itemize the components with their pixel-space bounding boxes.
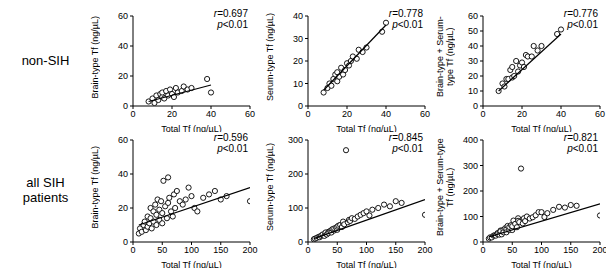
svg-text:60: 60 xyxy=(245,109,255,119)
html-text:Serum-type Tf (ng/µL): Serum-type Tf (ng/µL) xyxy=(265,143,275,231)
html-text:r =0.845: r =0.845 xyxy=(388,132,423,143)
html-text:non-SIH: non-SIH xyxy=(21,52,70,68)
svg-text:30: 30 xyxy=(468,56,478,66)
html-text:Serum-type Tf (ng/µL): Serum-type Tf (ng/µL) xyxy=(265,13,275,101)
html-text:all SIH patients: all SIH patients xyxy=(22,175,69,205)
svg-text:0: 0 xyxy=(480,109,485,119)
svg-text:100: 100 xyxy=(534,245,549,255)
svg-text:60: 60 xyxy=(118,11,128,21)
svg-text:0: 0 xyxy=(473,101,478,111)
svg-text:0: 0 xyxy=(305,245,310,255)
svg-text:100: 100 xyxy=(184,245,199,255)
svg-text:60: 60 xyxy=(468,11,478,21)
svg-text:0: 0 xyxy=(480,245,485,255)
html-text:p <0.01: p <0.01 xyxy=(567,19,598,30)
html-text:p <0.01: p <0.01 xyxy=(392,143,423,154)
svg-text:200: 200 xyxy=(288,169,303,179)
svg-text:150: 150 xyxy=(563,245,578,255)
html-text:r =0.821: r =0.821 xyxy=(563,132,598,143)
svg-text:50: 50 xyxy=(332,245,342,255)
svg-text:200: 200 xyxy=(417,245,432,255)
html-text:r =0.697: r =0.697 xyxy=(213,8,248,19)
svg-text:150: 150 xyxy=(213,245,228,255)
svg-text:0: 0 xyxy=(130,109,135,119)
svg-text:100: 100 xyxy=(288,203,303,213)
svg-text:0: 0 xyxy=(305,109,310,119)
svg-text:10: 10 xyxy=(468,86,478,96)
svg-text:60: 60 xyxy=(595,109,605,119)
svg-text:60: 60 xyxy=(420,109,430,119)
html-text:Brain-type Tf (ng/µL): Brain-type Tf (ng/µL) xyxy=(90,145,100,229)
svg-text:Total Tf (ng/µL): Total Tf (ng/µL) xyxy=(161,260,222,268)
svg-text:30: 30 xyxy=(293,34,303,44)
svg-text:40: 40 xyxy=(468,41,478,51)
svg-text:Total Tf (ng/µL): Total Tf (ng/µL) xyxy=(511,260,572,268)
svg-text:40: 40 xyxy=(381,109,391,119)
svg-text:50: 50 xyxy=(157,245,167,255)
svg-text:20: 20 xyxy=(517,109,527,119)
html-text:p <0.01: p <0.01 xyxy=(392,19,423,30)
svg-text:100: 100 xyxy=(463,212,478,222)
svg-text:20: 20 xyxy=(118,203,128,213)
svg-text:Total Tf (ng/µL): Total Tf (ng/µL) xyxy=(511,124,572,132)
html-text:p <0.01: p <0.01 xyxy=(217,19,248,30)
svg-text:150: 150 xyxy=(388,245,403,255)
svg-text:40: 40 xyxy=(118,169,128,179)
svg-text:50: 50 xyxy=(468,26,478,36)
svg-text:200: 200 xyxy=(242,245,257,255)
svg-text:20: 20 xyxy=(167,109,177,119)
svg-text:300: 300 xyxy=(463,161,478,171)
svg-text:10: 10 xyxy=(293,79,303,89)
html-text:r =0.778: r =0.778 xyxy=(388,8,423,19)
html-text:Brain-type + Serum-type Tf (ng: Brain-type + Serum-type Tf (ng/µL) xyxy=(435,138,455,236)
svg-text:40: 40 xyxy=(206,109,216,119)
svg-text:50: 50 xyxy=(507,245,517,255)
html-text:Brain-type Tf (ng/µL): Brain-type Tf (ng/µL) xyxy=(90,15,100,99)
svg-text:40: 40 xyxy=(556,109,566,119)
svg-text:200: 200 xyxy=(592,245,606,255)
html-text:r =0.596: r =0.596 xyxy=(213,132,248,143)
svg-text:Total Tf (ng/µL): Total Tf (ng/µL) xyxy=(161,124,222,132)
html-text:Brain-type + Serum-type Tf (ng: Brain-type + Serum-type Tf (ng/µL) xyxy=(435,16,455,98)
svg-text:100: 100 xyxy=(359,245,374,255)
svg-text:0: 0 xyxy=(130,245,135,255)
svg-text:0: 0 xyxy=(473,237,478,247)
svg-text:20: 20 xyxy=(342,109,352,119)
svg-text:60: 60 xyxy=(118,135,128,145)
svg-text:400: 400 xyxy=(463,135,478,145)
svg-text:300: 300 xyxy=(288,135,303,145)
svg-text:Total Tf (ng/µL): Total Tf (ng/µL) xyxy=(336,260,397,268)
svg-text:20: 20 xyxy=(468,71,478,81)
html-text:p <0.01: p <0.01 xyxy=(567,143,598,154)
svg-text:0: 0 xyxy=(123,101,128,111)
svg-text:200: 200 xyxy=(463,186,478,196)
svg-text:40: 40 xyxy=(118,41,128,51)
svg-text:20: 20 xyxy=(293,56,303,66)
svg-text:0: 0 xyxy=(298,101,303,111)
html-text:p <0.01: p <0.01 xyxy=(217,143,248,154)
svg-text:0: 0 xyxy=(123,237,128,247)
svg-text:40: 40 xyxy=(293,11,303,21)
svg-text:20: 20 xyxy=(118,71,128,81)
svg-text:0: 0 xyxy=(298,237,303,247)
html-text:r =0.776: r =0.776 xyxy=(563,8,598,19)
svg-text:Total Tf (ng/µL): Total Tf (ng/µL) xyxy=(336,124,397,132)
